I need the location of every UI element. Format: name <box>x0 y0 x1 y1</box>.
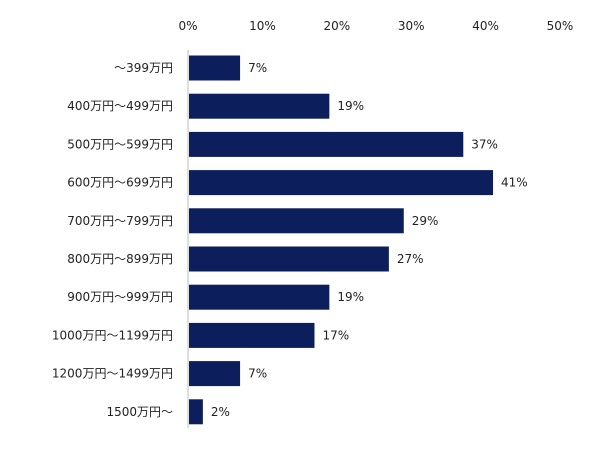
data-label: 41% <box>501 176 528 190</box>
x-tick-label: 50% <box>547 19 574 33</box>
bar <box>189 170 494 196</box>
data-label: 29% <box>412 214 439 228</box>
x-axis-ticks: 0% 10% 20% 30% 40% 50% <box>178 19 573 33</box>
category-label: 1000万円～1199万円 <box>52 328 173 342</box>
data-label: 19% <box>337 99 364 113</box>
data-label: 2% <box>211 405 230 419</box>
bar <box>189 208 404 234</box>
bars <box>189 55 494 425</box>
category-label: 900万円～999万円 <box>67 290 173 304</box>
category-labels: ～399万円 400万円～499万円 500万円～599万円 600万円～699万円 7… <box>52 61 173 419</box>
category-label: 400万円～499万円 <box>67 99 173 113</box>
bar <box>189 322 315 348</box>
x-tick-label: 40% <box>472 19 499 33</box>
data-label: 27% <box>397 252 424 266</box>
data-label: 19% <box>337 290 364 304</box>
bar <box>189 284 330 310</box>
bar <box>189 399 203 425</box>
bar <box>189 93 330 119</box>
bar <box>189 246 389 272</box>
x-tick-label: 30% <box>398 19 425 33</box>
category-label: 700万円～799万円 <box>67 214 173 228</box>
category-label: 1500万円～ <box>106 405 173 419</box>
data-label: 37% <box>471 137 498 151</box>
category-label: 600万円～699万円 <box>67 176 173 190</box>
x-tick-label: 20% <box>323 19 350 33</box>
data-labels: 7% 19% 37% 41% 29% 27% 19% 17% 7% 2% <box>211 61 528 419</box>
data-label: 17% <box>322 328 349 342</box>
bar <box>189 131 464 157</box>
category-label: 1200万円～1499万円 <box>52 367 173 381</box>
bar <box>189 55 241 81</box>
category-label: 800万円～899万円 <box>67 252 173 266</box>
x-tick-label: 0% <box>178 19 197 33</box>
category-label: ～399万円 <box>114 61 173 75</box>
category-label: 500万円～599万円 <box>67 137 173 151</box>
data-label: 7% <box>248 61 267 75</box>
x-tick-label: 10% <box>249 19 276 33</box>
data-label: 7% <box>248 367 267 381</box>
bar <box>189 361 241 387</box>
